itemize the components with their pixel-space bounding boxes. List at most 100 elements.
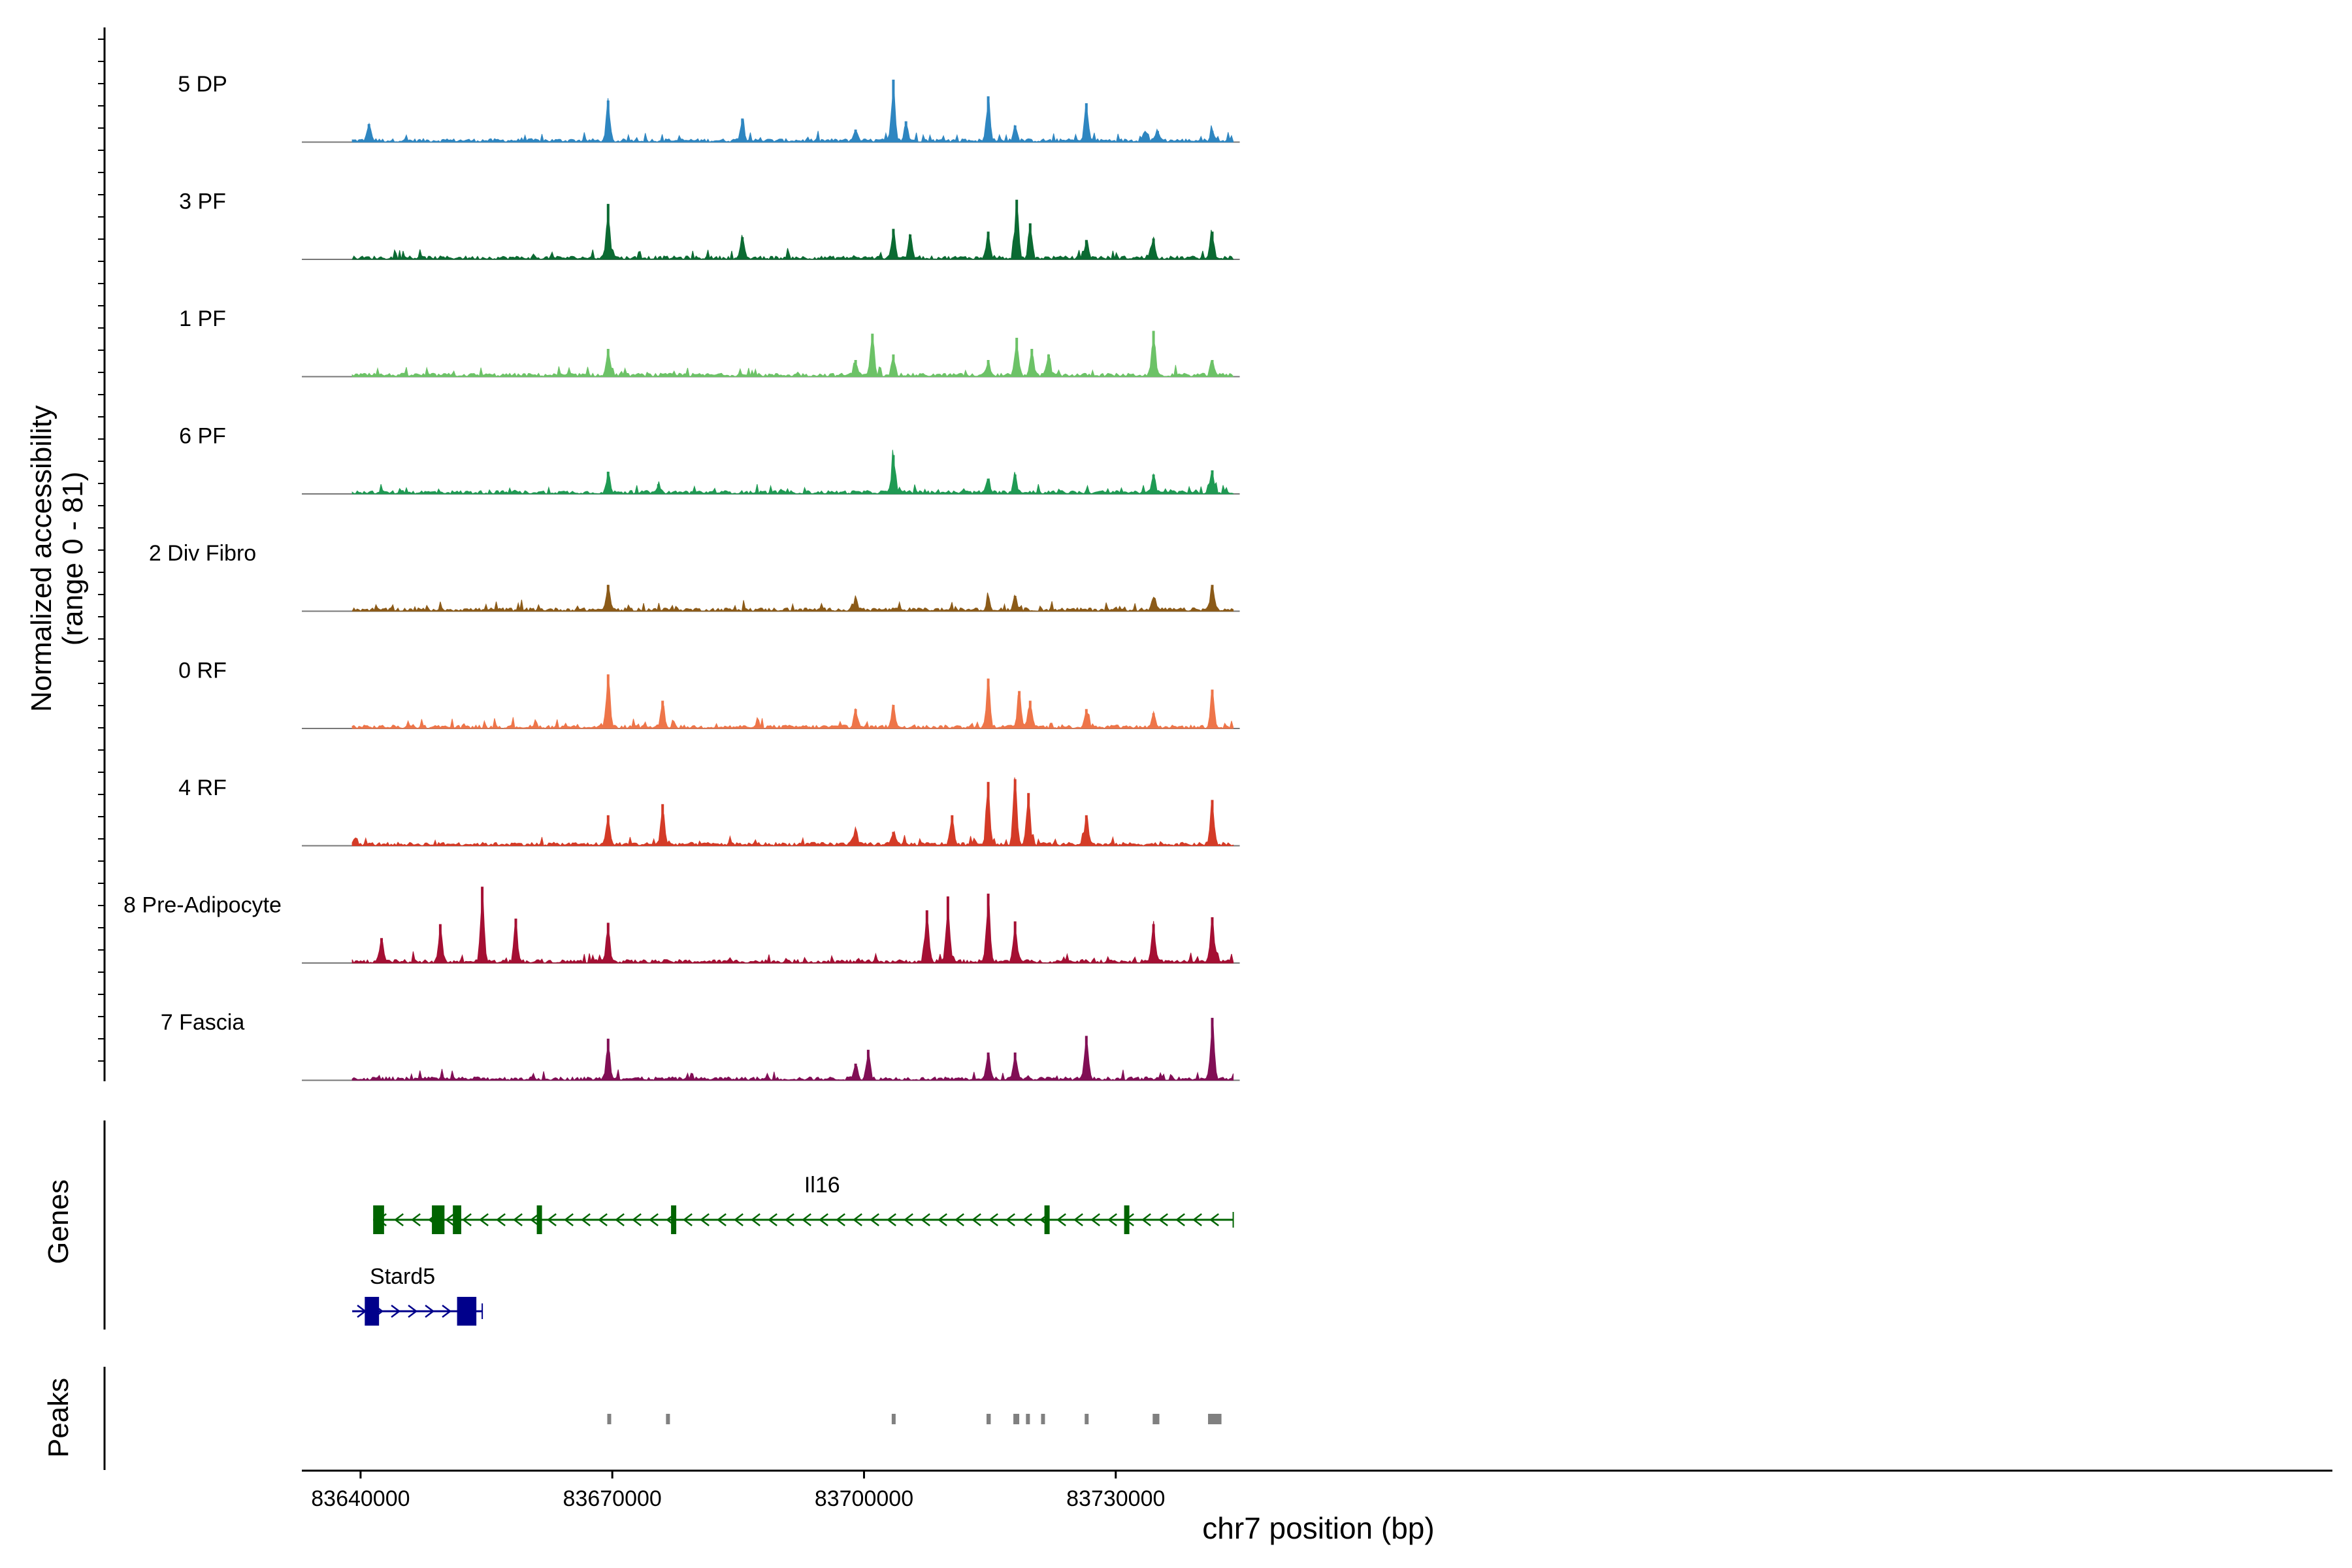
coverage-peak — [1211, 917, 1214, 963]
coverage-peak — [871, 333, 874, 377]
coverage-area — [351, 93, 1234, 143]
strand-chevron — [1022, 1213, 1032, 1226]
track-2-div-fibro: 2 Div Fibro — [149, 541, 1240, 612]
strand-chevron — [717, 1213, 727, 1226]
peak-region — [607, 1414, 612, 1424]
gene-exon — [536, 1205, 542, 1234]
coverage-peak — [854, 598, 857, 612]
gene-exon — [1124, 1205, 1130, 1234]
coverage-peak — [481, 887, 484, 963]
coverage-peak — [1211, 689, 1214, 728]
coverage-peak — [1047, 354, 1050, 377]
coverage-peak — [657, 484, 660, 494]
peaks-track — [103, 1367, 1222, 1470]
strand-chevron — [700, 1213, 710, 1226]
gene-stard5: Stard5 — [352, 1264, 483, 1326]
strand-chevron — [530, 1213, 540, 1226]
track-label: 5 DP — [178, 72, 227, 97]
coverage-peak — [1015, 199, 1019, 259]
coverage-peak — [367, 123, 370, 142]
strand-chevron — [632, 1213, 642, 1226]
coverage-peak — [1143, 132, 1147, 142]
coverage-peak — [1085, 709, 1088, 728]
coverage-peak — [1211, 231, 1214, 259]
coverage-peak — [1085, 815, 1088, 846]
peaks-track-label: Peaks — [42, 1378, 74, 1458]
track-label: 7 Fascia — [161, 1010, 245, 1035]
strand-chevron — [870, 1213, 879, 1226]
coverage-peak — [987, 781, 990, 846]
gene-exon — [373, 1205, 384, 1234]
coverage-peak — [987, 893, 990, 963]
coverage-peak — [892, 832, 895, 846]
track-label: 1 PF — [179, 306, 226, 331]
coverage-peak — [987, 360, 990, 377]
strand-chevron — [734, 1213, 743, 1226]
x-axis-label: chr7 position (bp) — [1202, 1511, 1434, 1545]
gene-exon — [671, 1205, 677, 1234]
coverage-peak — [1211, 585, 1214, 612]
coverage-peak — [741, 237, 744, 259]
gene-exon — [432, 1205, 445, 1234]
strand-chevron — [1056, 1213, 1066, 1226]
coverage-peak — [987, 678, 990, 728]
coverage-peak — [1211, 131, 1214, 142]
coverage-peak — [1211, 470, 1214, 494]
strand-chevron — [1175, 1213, 1185, 1226]
strand-chevron — [904, 1213, 913, 1226]
strand-chevron — [751, 1213, 760, 1226]
strand-chevron — [1192, 1213, 1202, 1226]
coverage-peak — [1085, 1036, 1088, 1081]
coverage-peak — [606, 815, 610, 846]
coverage-peak — [606, 585, 610, 612]
coverage-peak — [1013, 125, 1017, 142]
coverage-area — [351, 889, 1234, 964]
strand-chevron — [955, 1213, 964, 1226]
coverage-area — [351, 777, 1234, 847]
peak-region — [1085, 1414, 1089, 1424]
coverage-peak — [1152, 713, 1155, 728]
coverage-peak — [1015, 338, 1019, 377]
x-tick-label: 83700000 — [815, 1486, 913, 1511]
coverage-peak — [1152, 331, 1155, 377]
strand-chevron — [802, 1213, 811, 1226]
coverage-peak — [892, 455, 895, 494]
coverage-peak — [854, 1064, 857, 1081]
strand-chevron — [615, 1213, 625, 1226]
coverage-peak — [606, 923, 610, 963]
track-label: 4 RF — [178, 776, 227, 800]
track-label: 0 RF — [178, 659, 227, 683]
coverage-peak — [854, 360, 857, 377]
coverage-peak — [987, 96, 990, 142]
gene-il16: Il16 — [373, 1173, 1234, 1234]
coverage-peak — [904, 121, 907, 142]
track-label: 8 Pre-Adipocyte — [123, 893, 282, 918]
coverage-peak — [892, 354, 895, 377]
coverage-peak — [1152, 238, 1155, 259]
strand-chevron — [391, 1305, 401, 1318]
peak-region — [1013, 1414, 1020, 1424]
coverage-peak — [946, 896, 949, 963]
strand-chevron — [1073, 1213, 1083, 1226]
strand-chevron — [836, 1213, 845, 1226]
coverage-peak — [987, 1053, 990, 1081]
peak-region — [1152, 1414, 1160, 1424]
strand-chevron — [547, 1213, 557, 1226]
coverage-peak — [892, 79, 895, 142]
track-label: 3 PF — [179, 189, 226, 214]
strand-chevron — [1141, 1213, 1151, 1226]
peak-region — [1026, 1414, 1030, 1424]
gene-label: Il16 — [804, 1173, 840, 1198]
gene-exon — [453, 1205, 462, 1234]
strand-chevron — [425, 1305, 435, 1318]
x-tick-label: 83730000 — [1066, 1486, 1165, 1511]
coverage-peak — [606, 472, 610, 494]
strand-chevron — [1209, 1213, 1219, 1226]
peak-region — [891, 1414, 896, 1424]
coverage-peak — [892, 229, 895, 259]
coverage-tracks: 5 DP 3 PF 1 PF 6 PF 2 Div Fibro 0 RF 4 RF 8 Pre… — [123, 72, 1240, 1081]
x-tick-label: 83670000 — [563, 1486, 662, 1511]
coverage-area — [351, 584, 1234, 612]
coverage-peak — [987, 598, 990, 612]
coverage-area — [351, 449, 1234, 495]
